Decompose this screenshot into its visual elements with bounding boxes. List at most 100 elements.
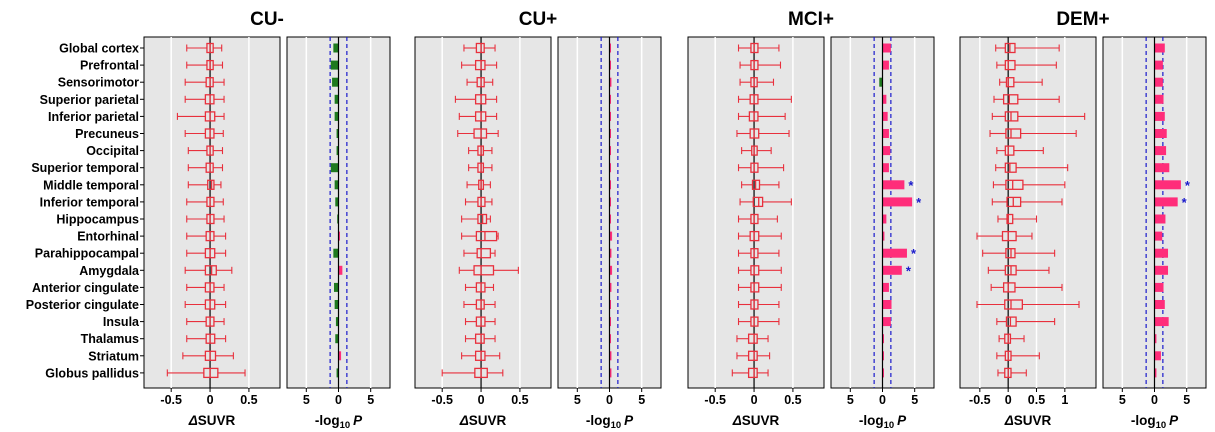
p-value-bar [338, 231, 340, 241]
p-value-bar [882, 265, 902, 275]
box-mark [186, 316, 225, 327]
region-label: Sensorimotor [58, 76, 139, 90]
box-panel-background [414, 36, 552, 389]
box-mark [461, 59, 498, 71]
p-value-bar [882, 146, 891, 156]
box-iqr [1006, 213, 1014, 225]
box-iqr [1004, 145, 1015, 156]
p-value-bar [609, 129, 611, 138]
box-mark [976, 230, 1033, 242]
box-mark [186, 333, 227, 344]
p-value-bar [334, 300, 339, 309]
p-label-subscript: 10 [611, 420, 622, 431]
p-value-bar [882, 351, 884, 361]
box-mark [463, 299, 496, 310]
p-value-bar [1154, 214, 1166, 224]
p-value-bar [330, 60, 339, 70]
box-mark [987, 265, 1050, 276]
box-mark [461, 350, 501, 361]
box-iqr [204, 265, 217, 276]
box-mark [990, 282, 1063, 293]
region-label: Middle temporal [43, 178, 139, 192]
p-value-bar [882, 231, 885, 241]
box-mark [464, 316, 496, 327]
box-iqr [1004, 59, 1016, 71]
box-iqr [473, 265, 495, 276]
region-labels: Global cortex Prefrontal Sensorimotor Super… [26, 42, 144, 380]
box-tick-label: -0.5 [704, 393, 726, 407]
box-mark [182, 350, 234, 361]
group-title: CU+ [519, 9, 558, 30]
significance-star: * [1185, 178, 1191, 193]
p-value-bar [609, 197, 611, 207]
box-tick-label: 0.5 [240, 393, 257, 407]
p-value-bar [1154, 163, 1170, 173]
box-mark [993, 94, 1060, 105]
box-mark [737, 111, 786, 122]
p-value-bar [882, 60, 889, 70]
p-value-bar [609, 334, 611, 344]
box-mark [468, 162, 493, 173]
p-value-bar [1154, 282, 1164, 292]
box-tick-label: 0 [207, 393, 214, 407]
box-mark [997, 213, 1038, 225]
box-mark [176, 111, 225, 122]
p-value-bar [334, 111, 339, 121]
box-mark [441, 367, 504, 379]
suvr-text: SUVR [1014, 413, 1052, 428]
box-mark [186, 213, 225, 225]
box-mark [464, 333, 496, 344]
region-label: Amygdala [79, 264, 140, 278]
box-iqr [1004, 299, 1023, 310]
p-label-prefix: -log [859, 413, 884, 428]
p-value-bar [335, 334, 339, 344]
p-value-bar [882, 197, 913, 207]
box-mark [999, 77, 1043, 88]
box-axis-label: ΔSUVR [188, 413, 236, 428]
significance-star: * [906, 263, 912, 278]
box-mark [737, 94, 792, 105]
box-mark [737, 248, 780, 259]
box-tick-label: -0.5 [431, 393, 453, 407]
box-axis-label: ΔSUVR [732, 413, 780, 428]
box-mark [996, 316, 1056, 327]
box-mark [187, 179, 222, 190]
p-value-bar [609, 60, 611, 70]
box-iqr [203, 367, 219, 379]
p-value-bar [882, 317, 891, 327]
p-value-bar [882, 180, 905, 190]
box-iqr [747, 350, 758, 361]
box-mark [737, 230, 782, 242]
box-tick-label: 0 [478, 393, 485, 407]
box-mark [461, 213, 491, 225]
box-tick-label: 0 [751, 393, 758, 407]
box-panel-background [687, 36, 825, 389]
box-iqr [475, 42, 485, 54]
box-mark [976, 299, 1080, 310]
box-mark [187, 162, 224, 173]
p-label-suffix: P [1169, 413, 1179, 428]
region-label: Globus pallidus [45, 366, 139, 380]
p-label-subscript: 10 [884, 420, 895, 431]
p-value-bar [1154, 300, 1165, 309]
box-mark [739, 196, 792, 208]
p-value-bar [1154, 146, 1167, 156]
p-value-bar [334, 180, 339, 190]
p-value-bar [882, 111, 888, 121]
p-axis-label: -log10 P [1131, 413, 1179, 431]
box-tick-label: 0 [1005, 393, 1012, 407]
box-mark [996, 350, 1040, 361]
region-label: Posterior cingulate [26, 298, 139, 312]
box-mark [741, 179, 780, 190]
p-value-bar [338, 265, 343, 275]
box-mark [186, 230, 227, 242]
box-mark [992, 179, 1066, 190]
p-value-bar [609, 351, 612, 361]
significance-star: * [1182, 195, 1188, 210]
p-value-bar [1154, 111, 1165, 121]
p-value-bar [332, 77, 339, 87]
box-mark [466, 179, 491, 190]
box-iqr [752, 196, 764, 208]
box-mark [464, 196, 493, 208]
